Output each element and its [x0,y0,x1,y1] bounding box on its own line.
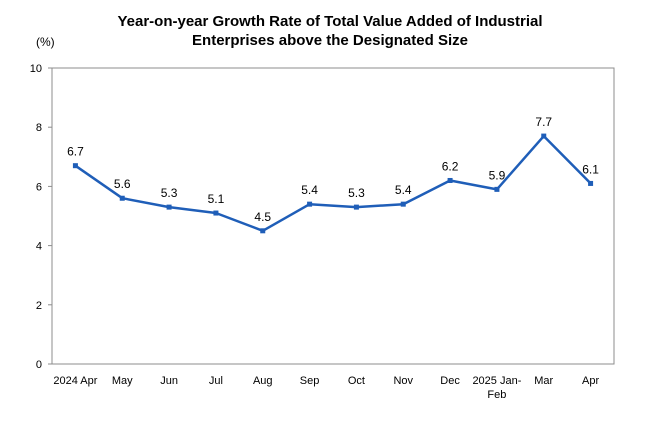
data-label: 5.1 [208,192,225,206]
data-label: 6.7 [67,145,84,159]
chart-title-line-1: Year-on-year Growth Rate of Total Value … [117,13,543,30]
series-layer [72,133,594,234]
x-tick-label-line: Dec [440,375,460,387]
x-tick-label: 2025 Jan- Feb [472,375,521,401]
data-label: 5.6 [114,177,131,191]
x-tick-label-line: Jul [209,375,223,387]
x-tick-label-line: Nov [393,375,413,387]
series-line [74,134,592,233]
data-point-marker [307,201,313,207]
data-label: 5.3 [161,186,178,200]
x-tick-label: May [112,375,133,387]
data-point-marker [166,204,172,210]
data-label: 6.2 [442,159,459,173]
x-tick-label-line: Sep [300,375,320,387]
data-point-marker [541,133,547,139]
y-tick-label: 4 [36,241,42,253]
x-tick-label: Nov [393,375,413,387]
x-tick-label: Jul [209,375,223,387]
x-tick-label-line: Jun [160,375,178,387]
data-label: 4.5 [254,210,271,224]
x-tick-label: 2024 Apr [53,375,97,387]
plot-area-frame [51,67,615,365]
y-tick-label: 2 [36,300,42,312]
x-tick-label: Aug [253,375,273,387]
y-axis-unit-label: (%) [36,35,55,49]
x-tick-label: Sep [300,375,320,387]
data-label-layer: 6.7 5.6 5.3 5.1 4.5 5.4 5.3 5.4 6.2 5.9 7.7 6.1 [67,115,599,224]
data-label: 5.4 [395,183,412,197]
data-label: 5.4 [301,183,318,197]
data-point-marker [213,210,219,216]
chart-title: Year-on-year Growth Rate of Total Value … [0,12,660,50]
y-tick-label: 0 [36,359,42,371]
x-tick-label-line: Mar [534,375,553,387]
x-tick-label: Jun [160,375,178,387]
x-tick-label: Mar [534,375,553,387]
data-label: 5.9 [489,168,506,182]
data-point-marker [353,204,359,210]
data-point-marker [72,163,78,169]
x-tick-label: Oct [348,375,365,387]
x-tick-label-line: Apr [582,375,599,387]
data-point-marker [400,201,406,207]
x-tick-label-line: Aug [253,375,273,387]
x-tick-label-line: 2024 Apr [53,375,97,387]
data-point-marker [494,186,500,192]
x-tick-label-line: 2025 Jan- [472,375,521,387]
data-label: 7.7 [535,115,552,129]
data-point-marker [447,177,453,183]
y-axis: 0 2 4 6 8 10 [30,63,52,371]
x-tick-label: Apr [582,375,599,387]
y-tick-label: 6 [36,181,42,193]
y-tick-label: 10 [30,63,42,75]
data-point-marker [260,228,266,234]
x-axis: 2024 Apr May Jun Jul Aug Sep Oct Nov Dec 2025 Jan… [53,375,599,401]
y-tick-label: 8 [36,122,42,134]
data-point-marker [588,180,594,186]
data-point-marker [119,195,125,201]
chart-title-line-2: Enterprises above the Designated Size [192,32,468,49]
data-label: 6.1 [582,162,599,176]
x-tick-label-line: Feb [487,389,506,401]
x-tick-label-line: Oct [348,375,365,387]
x-tick-label-line: May [112,375,133,387]
data-label: 5.3 [348,186,365,200]
x-tick-label: Dec [440,375,460,387]
